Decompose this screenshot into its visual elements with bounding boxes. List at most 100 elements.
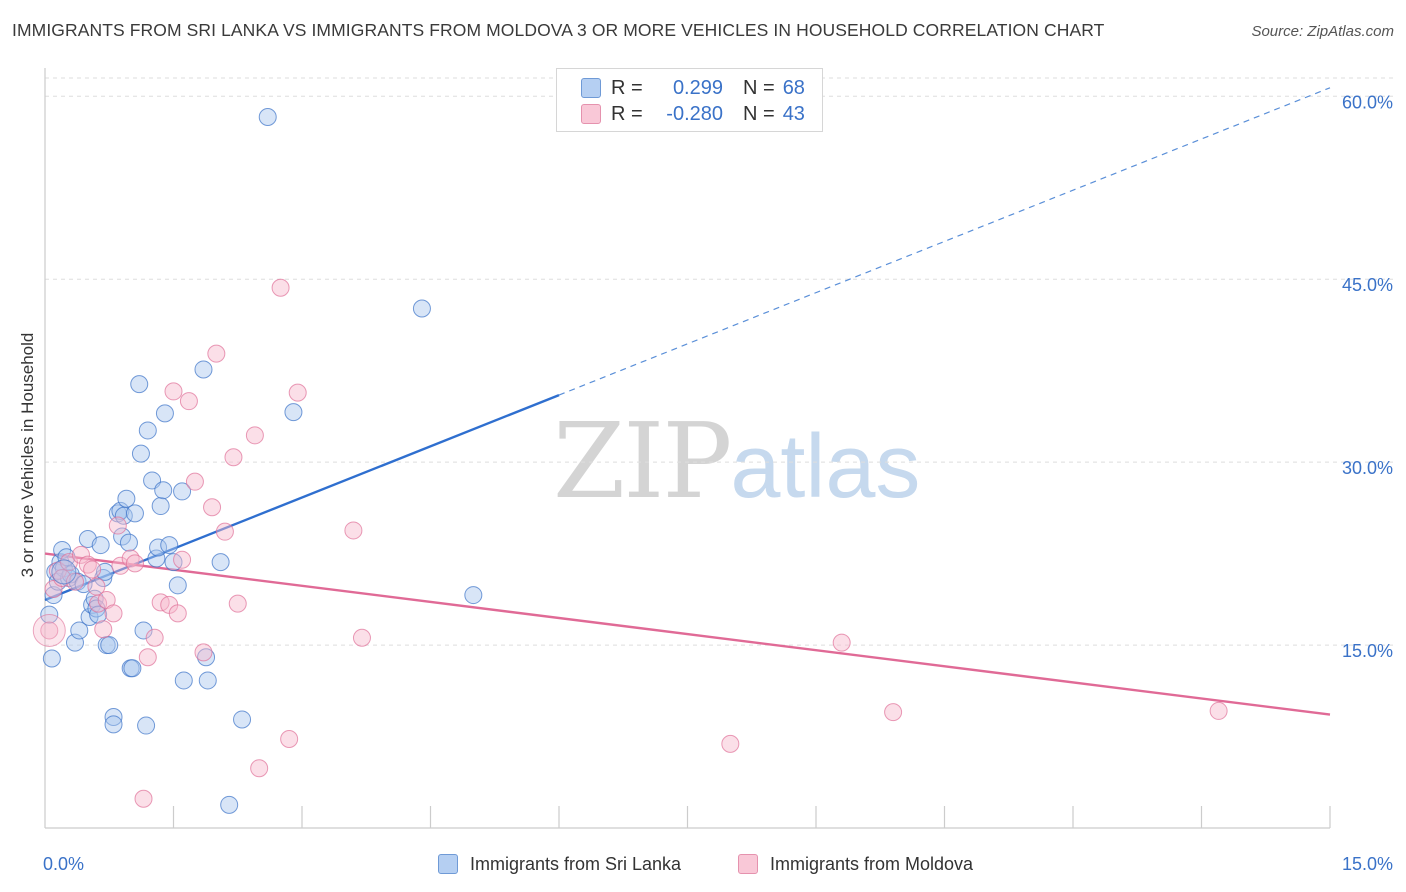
- moldova-point: [280, 729, 299, 748]
- sri-lanka-point: [211, 553, 230, 572]
- sri-lanka-point: [125, 504, 144, 523]
- moldova-point: [168, 604, 187, 623]
- moldova-point: [94, 620, 113, 639]
- moldova-point: [288, 383, 307, 402]
- moldova-point: [179, 392, 198, 411]
- moldova-point: [125, 554, 144, 573]
- series-swatch-moldova: [738, 854, 758, 874]
- moldova-point: [203, 498, 222, 517]
- moldova-point: [173, 550, 192, 569]
- legend-r-value: -0.280: [666, 102, 723, 125]
- sri-lanka-point: [174, 671, 193, 690]
- moldova-point: [145, 628, 164, 647]
- sri-lanka-point: [198, 671, 217, 690]
- moldova-point: [40, 621, 59, 640]
- x-tick-label: 15.0%: [1342, 854, 1393, 874]
- y-tick-label: 60.0%: [1342, 92, 1393, 112]
- series-swatch-sri-lanka: [438, 854, 458, 874]
- moldova-point: [245, 426, 264, 445]
- moldova-point: [89, 594, 108, 613]
- sri-lanka-point: [160, 536, 179, 555]
- y-tick-label: 45.0%: [1342, 275, 1393, 295]
- sri-lanka-point: [194, 360, 213, 379]
- moldova-point: [884, 703, 903, 722]
- moldova-point: [352, 628, 371, 647]
- sri-lanka-point: [44, 586, 63, 605]
- sri-lanka-point: [151, 497, 170, 516]
- sri-lanka-point: [197, 648, 216, 667]
- source-label: Source: ZipAtlas.com: [1251, 23, 1394, 40]
- sri-lanka-point: [168, 576, 187, 595]
- series-label-moldova: Immigrants from Moldova: [770, 853, 974, 874]
- sri-lanka-point: [173, 482, 192, 501]
- moldova-point: [194, 643, 213, 662]
- sri-lanka-point: [104, 715, 123, 734]
- trend-lines: [44, 87, 1331, 716]
- moldova-point: [207, 344, 226, 363]
- series-legend-moldova: Immigrants from Moldova: [738, 852, 973, 876]
- moldova-point: [83, 560, 102, 579]
- sri-lanka-point: [117, 489, 136, 508]
- sri-lanka-point: [113, 527, 132, 546]
- watermark-zip: ZIP: [553, 400, 732, 522]
- sri-lanka-point: [42, 649, 61, 668]
- sri-lanka-trend-line: [44, 393, 560, 602]
- sri-lanka-point: [138, 421, 157, 440]
- sri-lanka-point: [149, 538, 168, 557]
- moldova-point: [108, 516, 127, 535]
- legend-n-value: 43: [782, 102, 805, 125]
- legend-row-moldova: R = -0.280 N = 43: [581, 103, 805, 125]
- moldova-point: [228, 594, 247, 613]
- y-axis-title: 3 or more Vehicles in Household: [18, 332, 37, 578]
- moldova-point: [138, 648, 157, 667]
- legend-r-label: R =: [611, 76, 643, 99]
- moldova-point: [65, 572, 84, 591]
- moldova-point: [721, 734, 740, 753]
- sri-lanka-point: [464, 586, 483, 605]
- moldova-point: [1209, 701, 1228, 720]
- chart-title: IMMIGRANTS FROM SRI LANKA VS IMMIGRANTS …: [12, 20, 1105, 40]
- moldova-point: [134, 789, 153, 808]
- moldova-point: [164, 382, 183, 401]
- moldova-point: [271, 278, 290, 297]
- sri-lanka-point: [104, 708, 123, 727]
- sri-lanka-trend-extension: [558, 87, 1331, 396]
- tick-labels: 15.0% 30.0% 45.0% 60.0% 0.0% 15.0%: [43, 92, 1393, 874]
- sri-lanka-point: [130, 375, 149, 394]
- data-points: [32, 108, 1228, 814]
- sri-lanka-point: [220, 795, 239, 814]
- moldova-point: [215, 522, 234, 541]
- sri-lanka-point: [91, 536, 110, 555]
- moldova-point: [32, 613, 66, 647]
- watermark-atlas: atlas: [730, 417, 921, 517]
- sri-lanka-point: [123, 659, 142, 678]
- series-label-sri-lanka: Immigrants from Sri Lanka: [470, 853, 682, 874]
- sri-lanka-point: [233, 710, 252, 729]
- sri-lanka-point: [412, 299, 431, 318]
- y-tick-label: 15.0%: [1342, 641, 1393, 661]
- sri-lanka-point: [134, 621, 153, 640]
- legend-row-sri-lanka: R = 0.299 N = 68: [581, 77, 805, 99]
- moldova-point: [71, 545, 90, 564]
- sri-lanka-point: [70, 621, 89, 640]
- series-legend-sri-lanka: Immigrants from Sri Lanka: [438, 852, 681, 876]
- moldova-point: [111, 556, 130, 575]
- watermark: ZIPatlas: [553, 400, 920, 522]
- moldova-point: [250, 759, 269, 778]
- correlation-legend: R = 0.299 N = 68 R = -0.280 N = 43: [556, 68, 823, 132]
- sri-lanka-point: [258, 108, 277, 127]
- sri-lanka-point: [137, 716, 156, 735]
- legend-n-label: N =: [743, 102, 775, 125]
- sri-lanka-point: [131, 444, 150, 463]
- legend-r-value: 0.299: [672, 76, 723, 99]
- moldova-point: [185, 472, 204, 491]
- sri-lanka-point: [284, 403, 303, 422]
- sri-lanka-point: [65, 633, 84, 652]
- legend-swatch-moldova: [581, 104, 601, 124]
- moldova-point: [104, 604, 123, 623]
- moldova-point: [832, 633, 851, 652]
- legend-n-value: 68: [782, 76, 805, 99]
- sri-lanka-point: [100, 636, 119, 655]
- legend-r-label: R =: [611, 102, 643, 125]
